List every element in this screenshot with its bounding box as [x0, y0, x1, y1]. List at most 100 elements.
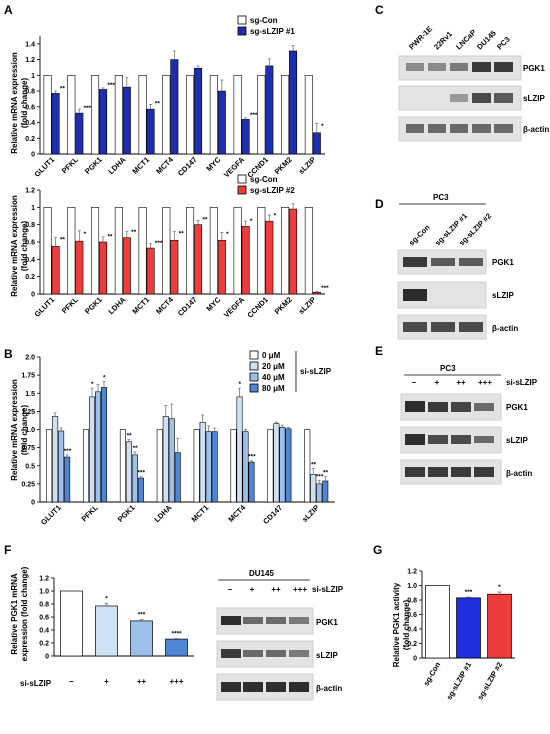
a1-bar: [281, 75, 290, 155]
a2-category-label: PKM2: [273, 295, 294, 316]
g-ylabel-1: Relative PGK1 activity: [392, 582, 401, 667]
b-bar: [156, 429, 163, 503]
a2-bar: [91, 207, 100, 295]
a1-category-label: CD147: [176, 155, 199, 178]
a2-category-label: VEGFA: [222, 295, 247, 320]
b-bar: [95, 391, 102, 503]
f-blot-label-2: β-actin: [316, 684, 342, 693]
a2-significance: **: [131, 229, 137, 236]
a1-bar: [186, 75, 195, 155]
e-lane-0: –: [412, 378, 417, 387]
b-y-tick-label: 0.75: [21, 445, 35, 452]
a2-y-tick-label: 0.8: [25, 222, 35, 229]
f-band: [221, 616, 241, 625]
b-bar: [205, 431, 212, 503]
a2-bar: [265, 220, 274, 295]
a2-significance: ***: [321, 285, 329, 292]
a1-bar: [170, 59, 179, 155]
e-blot-label-0: PGK1: [506, 403, 528, 412]
b-y-tick-label: 0.5: [25, 463, 35, 470]
e-band: [405, 401, 425, 412]
b-category-label: GLUT1: [39, 503, 63, 527]
f-y-tick-label: 1.2: [39, 576, 49, 583]
a2-y-tick-label: 1: [31, 205, 35, 212]
b-bar: [101, 387, 108, 503]
c-band: [450, 124, 468, 133]
a1-bar: [67, 75, 76, 155]
a1-bar: [241, 119, 250, 155]
blot-f: DU145 – + ++ +++ si-sLZIP PGK1 sLZIP β-a…: [216, 569, 344, 701]
c-band: [472, 62, 491, 72]
panel-label-e: E: [375, 344, 383, 358]
b-y-tick-label: 1.75: [21, 373, 35, 380]
panel-label-b: B: [4, 347, 13, 361]
a2-bar: [138, 207, 147, 295]
a1-y-tick-label: 1: [31, 73, 35, 80]
a2-category-label: PFKL: [60, 295, 81, 316]
a1-bar: [99, 89, 108, 155]
g-y-tick-label: 0: [413, 656, 417, 663]
b-significance: *: [239, 381, 242, 388]
e-row-label: si-sLZIP: [506, 378, 538, 387]
b-significance: ***: [248, 454, 256, 461]
a1-bar: [265, 65, 274, 155]
a2-significance: ***: [155, 240, 163, 247]
f-ylabel-2: expression (fold change): [20, 566, 29, 661]
b-bar: [89, 396, 96, 503]
a2-legend-swatch-1: [237, 185, 247, 195]
f-row-label: si-sLZIP: [20, 679, 52, 688]
c-lane-0: PWR-1E: [407, 24, 434, 51]
a2-category-label: PGK1: [83, 295, 104, 316]
b-legend-label-2: 40 μM: [262, 373, 285, 382]
a1-bar: [257, 75, 266, 155]
e-lane-2: ++: [456, 378, 466, 387]
g-y-tick-label: 1.0: [407, 583, 417, 590]
a1-bar: [312, 132, 321, 155]
f-bar: [95, 605, 118, 657]
b-legend-swatch-0: [249, 350, 259, 360]
f-blot-lane-2: ++: [271, 585, 281, 594]
a2-bar: [289, 208, 298, 295]
b-y-tick-label: 1.5: [25, 391, 35, 398]
chart-a1: Relative mRNA expression (fold change) s…: [10, 15, 325, 180]
b-category-label: LDHA: [152, 503, 174, 525]
a2-bar: [114, 207, 123, 295]
a1-significance: ***: [107, 82, 115, 89]
chart-f: Relative PGK1 mRNA expression (fold chan…: [10, 566, 194, 688]
f-y-tick-label: 0: [45, 654, 49, 661]
a1-significance: ***: [250, 112, 258, 119]
b-ylabel-2: (fold change): [20, 405, 29, 456]
f-category-label: +: [104, 677, 109, 686]
c-band: [494, 93, 513, 103]
panel-label-a: A: [4, 3, 13, 17]
b-bar: [83, 429, 90, 503]
g-category-label: sg-sLZIP #1: [444, 661, 473, 702]
b-bar: [230, 429, 237, 503]
b-y-tick-label: 0: [31, 500, 35, 507]
f-band: [289, 682, 309, 692]
c-band: [494, 62, 513, 72]
a2-legend-swatch-0: [237, 174, 247, 184]
d-band: [459, 258, 483, 266]
a2-significance: *: [226, 231, 229, 238]
c-band: [428, 124, 446, 133]
a2-bar: [186, 207, 195, 295]
a2-category-label: CCND1: [245, 295, 270, 320]
b-significance: **: [323, 470, 329, 477]
b-significance: **: [311, 462, 317, 469]
b-bar: [52, 416, 59, 503]
b-bar: [193, 429, 200, 503]
f-band: [289, 617, 309, 624]
d-band: [403, 257, 427, 267]
f-bar: [130, 620, 153, 657]
g-bar: [425, 585, 450, 659]
f-blot-label-1: sLZIP: [316, 651, 338, 660]
f-blot-label-0: PGK1: [316, 618, 338, 627]
f-y-tick-label: 0.8: [39, 602, 49, 609]
b-ylabel-1: Relative mRNA expression: [10, 379, 19, 481]
a1-category-label: PFKL: [60, 155, 81, 176]
b-bar: [125, 441, 132, 503]
e-blot-label-2: β-actin: [506, 469, 532, 478]
a2-y-tick-label: 0.6: [25, 240, 35, 247]
a1-bar: [122, 86, 131, 155]
